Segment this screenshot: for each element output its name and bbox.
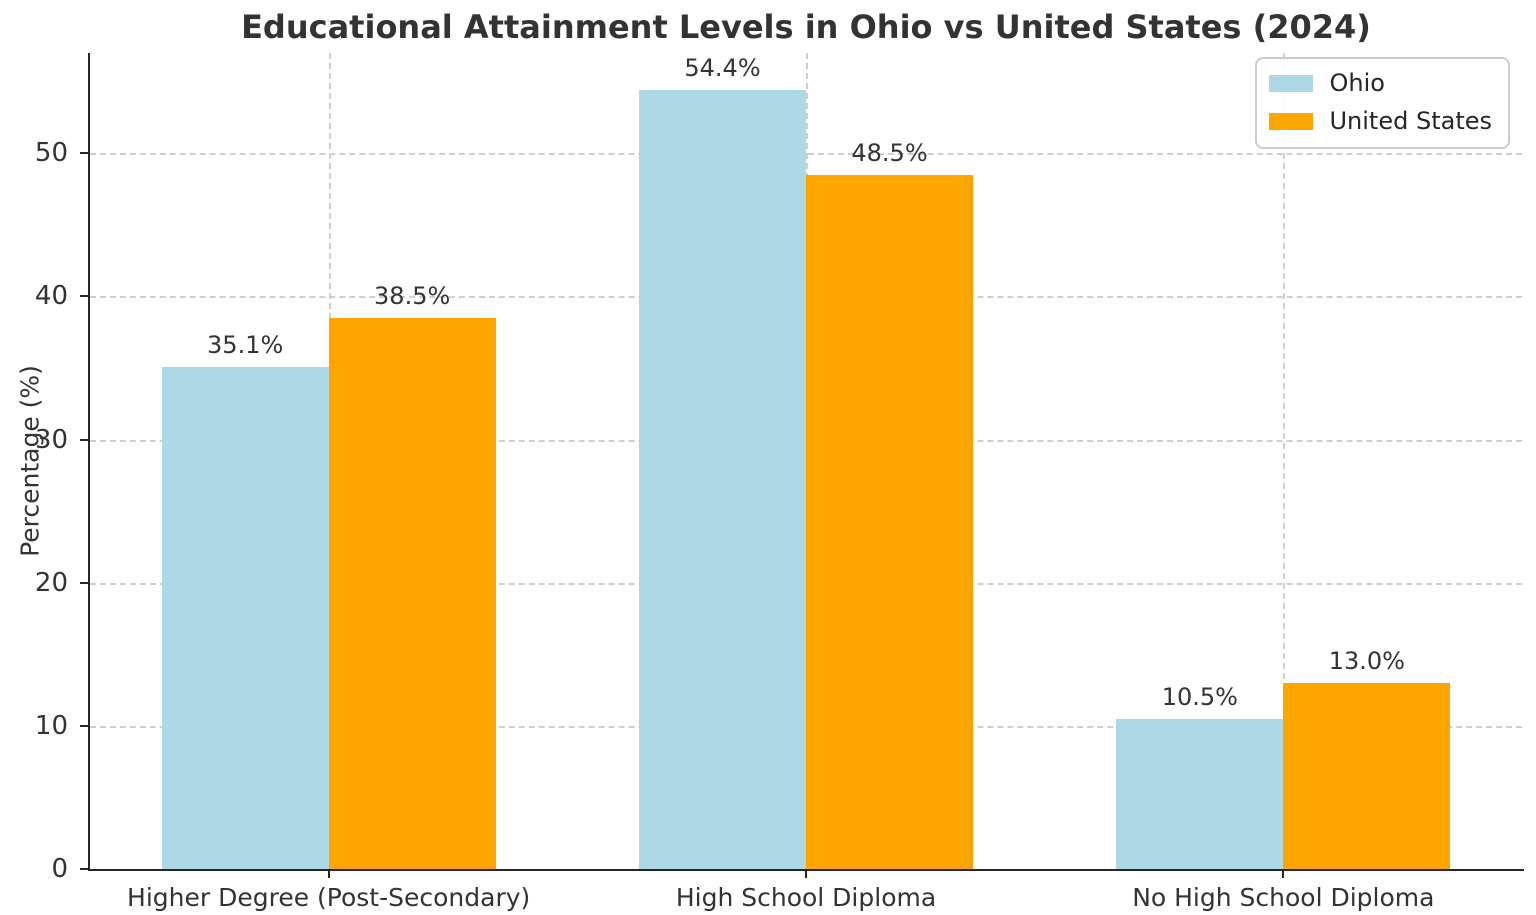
- bar-united-states: [806, 174, 973, 869]
- bar-value-label: 13.0%: [1328, 646, 1405, 675]
- y-tick-label: 10: [34, 710, 68, 741]
- bar-united-states: [328, 317, 496, 869]
- bar-ohio: [639, 90, 806, 869]
- category-label: No High School Diploma: [1132, 883, 1435, 912]
- x-gridline: [1283, 53, 1286, 869]
- bar-value-label: 35.1%: [207, 330, 284, 359]
- y-tick-label: 40: [34, 281, 68, 312]
- bar-value-label: 54.4%: [684, 54, 761, 83]
- plot-area: 0 10 20 30 40 50 Higher Degree (Post-Secondary…: [35, 53, 1522, 912]
- y-tick-label: 50: [34, 138, 68, 169]
- y-tick-label: 20: [34, 567, 68, 598]
- y-axis-spine: [88, 53, 90, 871]
- x-tick: [805, 869, 807, 878]
- bar-value-label: 10.5%: [1161, 682, 1238, 711]
- legend-label: Ohio: [1329, 69, 1385, 97]
- y-tick: [80, 152, 90, 155]
- x-tick: [1282, 869, 1285, 878]
- legend-swatch-ohio: [1269, 74, 1314, 92]
- chart-title: Educational Attainment Levels in Ohio vs…: [241, 8, 1371, 46]
- legend-label: United States: [1329, 107, 1492, 135]
- bar-united-states: [1283, 682, 1451, 869]
- y-axis-label: Percentage (%): [15, 365, 45, 557]
- bar-value-label: 48.5%: [851, 138, 928, 167]
- y-tick: [80, 295, 90, 298]
- legend-item: Ohio: [1269, 69, 1492, 97]
- legend-item: United States: [1269, 107, 1492, 135]
- y-tick: [80, 868, 90, 870]
- y-tick: [80, 724, 90, 727]
- bar-value-label: 38.5%: [374, 281, 451, 310]
- y-tick-label: 0: [51, 854, 68, 884]
- legend: Ohio United States: [1255, 57, 1510, 149]
- y-tick-label: 30: [34, 424, 68, 455]
- category-label: Higher Degree (Post-Secondary): [127, 883, 531, 912]
- y-tick: [80, 438, 90, 441]
- bar-ohio: [1116, 718, 1284, 869]
- bar-ohio: [161, 366, 329, 869]
- x-tick: [327, 869, 330, 878]
- category-label: High School Diploma: [675, 883, 937, 912]
- y-tick: [80, 581, 90, 584]
- legend-swatch-united-states: [1269, 112, 1314, 130]
